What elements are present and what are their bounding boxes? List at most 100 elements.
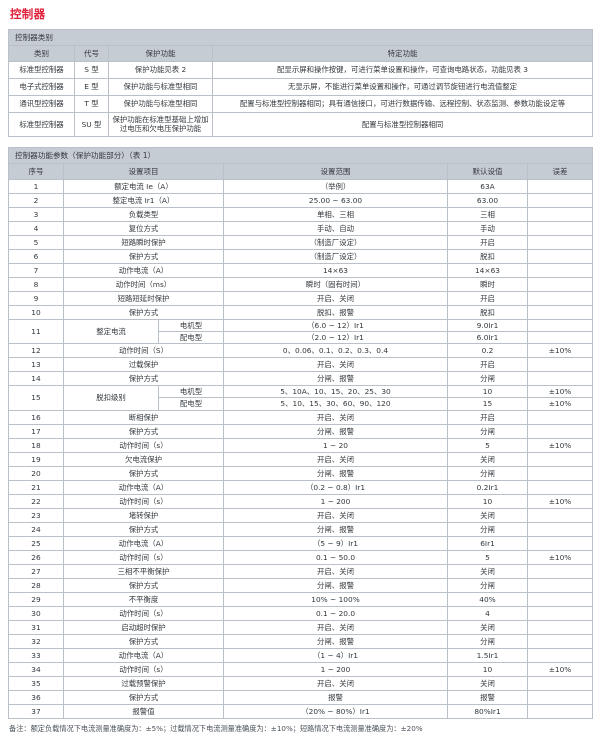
param-item: 过载保护: [63, 357, 224, 373]
param-no: 12: [8, 343, 64, 359]
param-item: 保护方式: [63, 465, 224, 481]
param-no: 35: [8, 675, 64, 691]
param-default: 关闭: [447, 507, 528, 523]
table-row: 10 保护方式 脱扣、报警 脱扣: [8, 304, 594, 320]
controller-code: E 型: [74, 77, 109, 96]
table-row: 15 脱扣级别 电机型 5、10A、10、15、20、25、30 10 ±10%: [8, 385, 594, 411]
param-default: 关闭: [447, 563, 528, 579]
param-range: 14×63: [223, 262, 448, 278]
param-item: 动作时间（s）: [63, 549, 224, 565]
param-no: 22: [8, 493, 64, 509]
param-error: [526, 409, 594, 425]
param-default: 4: [447, 605, 528, 621]
param-range: 脱扣、报警: [223, 304, 448, 320]
param-error: [526, 192, 594, 208]
param-item: 复位方式: [63, 220, 224, 236]
param-range: 开启、关闭: [223, 507, 448, 523]
param-no: 19: [8, 451, 64, 467]
param-default: 分闸: [447, 371, 528, 387]
controller-category: 标准型控制器: [8, 111, 75, 137]
table-row: 11 整定电流 电机型 （6.0 ~ 12）Ir1 9.0Ir1: [8, 318, 594, 345]
param-item: 动作时间（s）: [63, 437, 224, 453]
param-no: 33: [8, 647, 64, 663]
param-range: （制造厂设定）: [223, 248, 448, 264]
param-no: 24: [8, 521, 64, 537]
param-default: 5: [447, 549, 528, 565]
param-no: 14: [8, 371, 64, 387]
param-item: 保护方式: [63, 577, 224, 593]
table-row: 13 过载保护 开启、关闭 开启: [8, 357, 594, 373]
param-no: 10: [8, 304, 64, 320]
param-no: 8: [8, 276, 64, 292]
param-item: 不平衡度: [63, 591, 224, 607]
table-row: 12 动作时间（S） 0、0.06、0.1、0.2、0.3、0.4 0.2 ±10%: [8, 343, 594, 359]
param-item: 额定电流 Ie（A）: [63, 178, 224, 194]
controller-parameters-body: 控制器功能参数（保护功能部分）（表 1） 序号 设置项目 设置范围 默认设值 误差 1 额定电…: [7, 146, 594, 719]
param-error: ±10%: [526, 437, 594, 453]
table-row: 6 保护方式 （制造厂设定） 脱扣: [8, 248, 594, 264]
param-default: 80%Ir1: [447, 703, 528, 719]
param-default: 三相: [447, 206, 528, 222]
param-range: 5、10A、10、15、20、25、30: [223, 385, 448, 399]
table-row: 28 保护方式 分闸、报警 分闸: [8, 577, 594, 593]
param-item: 堵转保护: [63, 507, 224, 523]
table-row: 24 保护方式 分闸、报警 分闸: [8, 521, 594, 537]
table-caption-row: 控制器类别: [7, 28, 594, 47]
controller-category-table: 控制器类别 类别 代号 保护功能 特定功能 标准型控制器 S 型保护功能见表 2 配显示屏和操…: [7, 28, 594, 137]
param-no: 13: [8, 357, 64, 373]
param-item: 脱扣级别: [63, 385, 159, 411]
controller-specific: 配置与标准型控制器相同: [211, 111, 594, 137]
param-default: 关闭: [447, 451, 528, 467]
controller-protection: 保护功能见表 2: [108, 60, 213, 79]
table-row: 19 欠电流保护 开启、关闭 关闭: [8, 451, 594, 467]
param-no: 3: [8, 206, 64, 222]
param-no: 17: [8, 423, 64, 439]
param-no: 5: [8, 234, 64, 250]
param-range: （2.0 ~ 12）Ir1: [223, 330, 448, 345]
param-range: 1 ~ 200: [223, 493, 448, 509]
param-item: 保护方式: [63, 371, 224, 387]
param-error: [526, 451, 594, 467]
param-default: 开启: [447, 357, 528, 373]
table-row: 2 整定电流 Ir1（A） 25.00 ~ 63.00 63.00: [8, 192, 594, 208]
param-range: 开启、关闭: [223, 290, 448, 306]
param-error: [526, 479, 594, 495]
param-no: 25: [8, 535, 64, 551]
table-row: 16 断相保护 开启、关闭 开启: [8, 409, 594, 425]
controller-code: S 型: [74, 60, 109, 79]
param-no: 4: [8, 220, 64, 236]
param-range: 0、0.06、0.1、0.2、0.3、0.4: [223, 343, 448, 359]
table-row: 33 动作电流（A） （1 ~ 4）Ir1 1.5Ir1: [8, 647, 594, 663]
param-item: 整定电流: [63, 318, 159, 345]
param-default: 14×63: [447, 262, 528, 278]
param-item: 动作时间（ms）: [63, 276, 224, 292]
param-no: 28: [8, 577, 64, 593]
param-error: [526, 591, 594, 607]
table-row: 30 动作时间（s） 0.1 ~ 20.0 4: [8, 605, 594, 621]
controller-category-body: 控制器类别 类别 代号 保护功能 特定功能 标准型控制器 S 型保护功能见表 2 配显示屏和操…: [7, 28, 594, 137]
table-row: 36 保护方式 报警 报警: [8, 689, 594, 705]
table-row: 17 保护方式 分闸、报警 分闸: [8, 423, 594, 439]
param-item: 动作时间（s）: [63, 661, 224, 677]
controller-specific: 配置与标准型控制器相同；具有通信接口，可进行数据传输、远程控制、状态监测、参数功…: [211, 94, 594, 113]
param-no: 27: [8, 563, 64, 579]
param-error: [526, 357, 594, 373]
param-no: 18: [8, 437, 64, 453]
controller-protection: 保护功能在标准型基础上增加过电压和欠电压保护功能: [108, 111, 213, 137]
table-row: 配电型 （2.0 ~ 12）Ir1 6.0Ir1: [9, 330, 594, 345]
param-error: [526, 689, 594, 705]
table-row: 3 负载类型 单相、三相 三相: [8, 206, 594, 222]
param-range: （5 ~ 9）Ir1: [223, 535, 448, 551]
param-default: 分闸: [447, 521, 528, 537]
table-row: 37 报警值 （20% ~ 80%）Ir1 80%Ir1: [8, 703, 594, 719]
param-error: [526, 262, 594, 278]
table-row: 21 动作电流（A） （0.2 ~ 0.8）Ir1 0.2Ir1: [8, 479, 594, 495]
table-row: 14 保护方式 分闸、报警 分闸: [8, 371, 594, 387]
table1-col-header-1: 代号: [74, 45, 109, 62]
param-error: [526, 423, 594, 439]
table-row: 电子式控制器 E 型保护功能与标准型相同 无显示屏，不能进行菜单设置和操作，可通过调…: [8, 77, 594, 96]
table-row: 23 堵转保护 开启、关闭 关闭: [8, 507, 594, 523]
controller-code: T 型: [74, 94, 109, 113]
param-no: 37: [8, 703, 64, 719]
